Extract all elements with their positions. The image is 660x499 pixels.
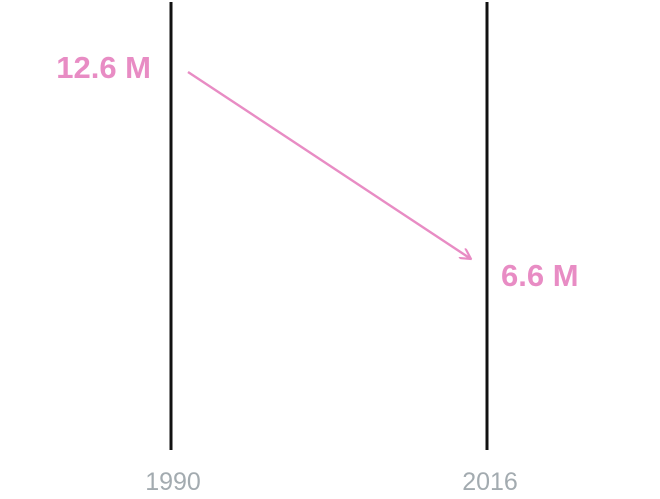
slope-arrow xyxy=(187,70,471,259)
x-tick-label-1990: 1990 xyxy=(145,468,201,494)
x-tick-label-2016: 2016 xyxy=(462,468,518,494)
value-label-end: 6.6 M xyxy=(501,258,579,293)
value-label-start: 12.6 M xyxy=(56,50,151,85)
